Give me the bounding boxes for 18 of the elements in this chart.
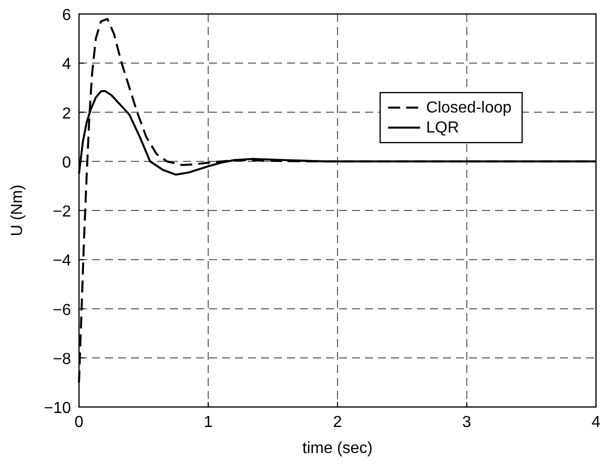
legend-label: LQR xyxy=(426,120,460,137)
y-tick-label: −2 xyxy=(52,204,72,220)
y-axis-title: U (Nm) xyxy=(9,184,26,236)
x-axis-title: time (sec) xyxy=(302,440,373,457)
y-tick-label: −4 xyxy=(52,252,72,270)
y-tick-label: 4 xyxy=(62,56,72,74)
y-tick-label: −10 xyxy=(44,400,72,417)
x-tick-label: 3 xyxy=(462,414,472,431)
y-tick-label: 0 xyxy=(62,154,72,172)
x-tick-label: 2 xyxy=(333,414,342,431)
y-tick-label: −6 xyxy=(52,302,72,319)
x-tick-label: 0 xyxy=(74,414,84,431)
x-tick-label: 4 xyxy=(592,414,601,431)
x-tick-label: 1 xyxy=(204,414,213,431)
y-tick-label: −8 xyxy=(52,350,72,368)
legend-label: Closed-loop xyxy=(426,100,512,117)
y-tick-label: 2 xyxy=(62,105,72,122)
y-tick-label: 6 xyxy=(62,7,72,24)
